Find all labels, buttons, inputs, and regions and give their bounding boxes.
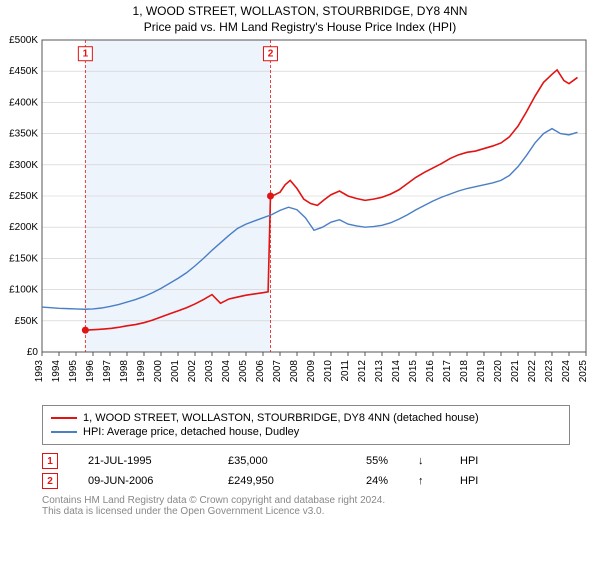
svg-text:£100K: £100K [9, 285, 38, 296]
svg-text:2010: 2010 [323, 360, 334, 383]
svg-text:1997: 1997 [102, 360, 113, 383]
svg-text:£250K: £250K [9, 191, 38, 202]
title-subtitle: Price paid vs. HM Land Registry's House … [0, 20, 600, 34]
svg-text:1998: 1998 [119, 360, 130, 383]
transaction-pct: 55% [338, 455, 388, 467]
svg-text:2025: 2025 [578, 360, 589, 383]
svg-text:2019: 2019 [476, 360, 487, 383]
svg-text:2021: 2021 [510, 360, 521, 383]
legend-label: HPI: Average price, detached house, Dudl… [83, 426, 299, 438]
transaction-marker: 2 [42, 473, 58, 489]
svg-text:£50K: £50K [15, 316, 39, 327]
transaction-row: 1 21-JUL-1995 £35,000 55% ↓ HPI [42, 453, 570, 469]
transaction-marker: 1 [42, 453, 58, 469]
svg-text:2017: 2017 [442, 360, 453, 383]
svg-text:2009: 2009 [306, 360, 317, 383]
footer-line1: Contains HM Land Registry data © Crown c… [42, 495, 570, 506]
footer-line2: This data is licensed under the Open Gov… [42, 506, 570, 517]
legend: 1, WOOD STREET, WOLLASTON, STOURBRIDGE, … [42, 405, 570, 445]
svg-text:£150K: £150K [9, 253, 38, 264]
legend-swatch [51, 417, 77, 419]
svg-text:£300K: £300K [9, 160, 38, 171]
svg-text:2015: 2015 [408, 360, 419, 383]
svg-text:1995: 1995 [68, 360, 79, 383]
svg-text:£0: £0 [27, 347, 39, 358]
transaction-table: 1 21-JUL-1995 £35,000 55% ↓ HPI 2 09-JUN-2006 £2… [42, 453, 570, 489]
svg-text:1: 1 [83, 49, 89, 60]
svg-text:2008: 2008 [289, 360, 300, 383]
svg-text:2014: 2014 [391, 360, 402, 383]
legend-swatch [51, 431, 77, 433]
svg-text:£450K: £450K [9, 66, 38, 77]
svg-text:£350K: £350K [9, 129, 38, 140]
svg-text:2022: 2022 [527, 360, 538, 383]
chart-svg: £0 £50K £100K £150K £200K £250K £300K £350K £400… [0, 34, 600, 394]
svg-text:1994: 1994 [51, 360, 62, 383]
svg-text:2016: 2016 [425, 360, 436, 383]
svg-text:2000: 2000 [153, 360, 164, 383]
legend-row: HPI: Average price, detached house, Dudl… [51, 426, 561, 438]
svg-text:2004: 2004 [221, 360, 232, 383]
svg-text:2011: 2011 [340, 360, 351, 382]
svg-text:2003: 2003 [204, 360, 215, 383]
transaction-arrow-icon: ↑ [418, 475, 430, 487]
svg-text:1993: 1993 [34, 360, 45, 383]
transaction-vs: HPI [460, 455, 478, 467]
title-address: 1, WOOD STREET, WOLLASTON, STOURBRIDGE, … [0, 4, 600, 18]
svg-text:2: 2 [268, 49, 274, 60]
svg-text:2002: 2002 [187, 360, 198, 383]
transaction-arrow-icon: ↓ [418, 455, 430, 467]
footer-attribution: Contains HM Land Registry data © Crown c… [42, 495, 570, 517]
transaction-row: 2 09-JUN-2006 £249,950 24% ↑ HPI [42, 473, 570, 489]
svg-text:1999: 1999 [136, 360, 147, 383]
svg-text:2013: 2013 [374, 360, 385, 383]
legend-label: 1, WOOD STREET, WOLLASTON, STOURBRIDGE, … [83, 412, 479, 424]
transaction-pct: 24% [338, 475, 388, 487]
svg-text:2007: 2007 [272, 360, 283, 383]
transaction-vs: HPI [460, 475, 478, 487]
transaction-date: 09-JUN-2006 [88, 475, 198, 487]
svg-text:£200K: £200K [9, 222, 38, 233]
svg-text:£500K: £500K [9, 35, 38, 46]
svg-text:2001: 2001 [170, 360, 181, 383]
svg-text:1996: 1996 [85, 360, 96, 383]
chart-title-block: 1, WOOD STREET, WOLLASTON, STOURBRIDGE, … [0, 4, 600, 34]
transaction-date: 21-JUL-1995 [88, 455, 198, 467]
svg-text:2023: 2023 [544, 360, 555, 383]
transaction-price: £249,950 [228, 475, 308, 487]
svg-text:2012: 2012 [357, 360, 368, 383]
transaction-price: £35,000 [228, 455, 308, 467]
svg-text:2006: 2006 [255, 360, 266, 383]
legend-row: 1, WOOD STREET, WOLLASTON, STOURBRIDGE, … [51, 412, 561, 424]
svg-text:2024: 2024 [561, 360, 572, 383]
svg-text:2020: 2020 [493, 360, 504, 383]
chart: £0 £50K £100K £150K £200K £250K £300K £350K £400… [0, 34, 600, 399]
svg-text:2018: 2018 [459, 360, 470, 383]
svg-text:£400K: £400K [9, 97, 38, 108]
svg-text:2005: 2005 [238, 360, 249, 383]
